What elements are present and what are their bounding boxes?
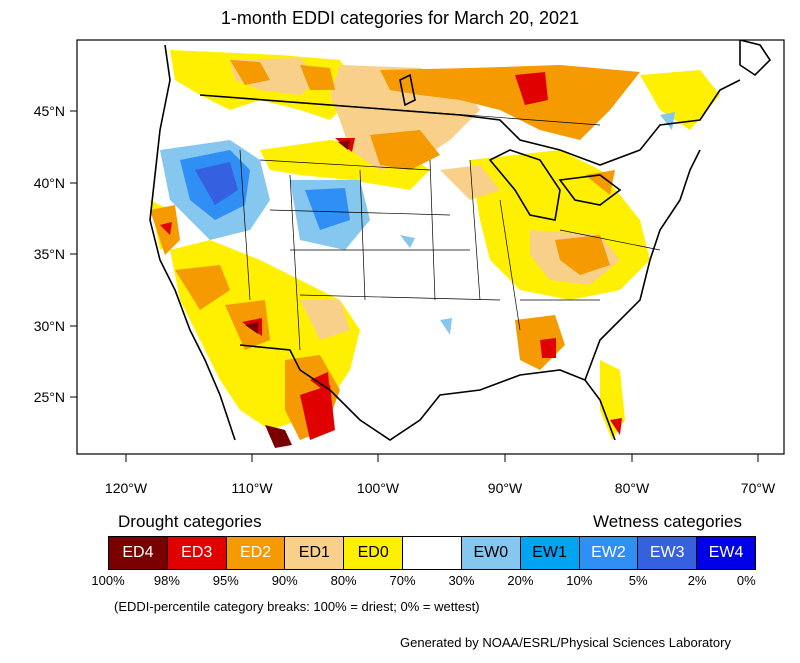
category-layer [150,45,784,448]
break-label: 80% [330,573,357,588]
lat-label-40: 40°N [34,175,65,191]
break-label: 10% [566,573,593,588]
lon-label-100: 100°W [357,480,400,496]
lon-label-70: 70°W [741,480,776,496]
wetness-heading: Wetness categories [593,512,742,531]
legend-cell-ed2: ED2 [226,537,286,569]
break-label: 20% [507,573,534,588]
legend-bar: ED4 ED3 ED2 ED1 ED0 EW0 EW1 EW2 EW3 EW4 [108,536,756,570]
break-label: 2% [687,573,707,588]
break-label: 0% [736,573,756,588]
legend-cell-ew0: EW0 [461,537,521,569]
break-label: 90% [271,573,298,588]
legend-label-ew4: EW4 [708,544,744,561]
legend-cell-ew2: EW2 [579,537,639,569]
legend-label-ed0: ED0 [357,544,389,561]
map-title: 1-month EDDI categories for March 20, 20… [220,8,580,28]
legend-label-ed3: ED3 [181,544,213,561]
break-label: 30% [448,573,475,588]
legend-label-ed1: ED1 [298,544,330,561]
lon-label-110: 110°W [231,480,273,496]
legend-cell-ed4: ED4 [109,537,168,569]
break-label: 70% [389,573,416,588]
lat-labels: 45°N 40°N 35°N 30°N 25°N [34,103,65,405]
break-label: 100% [91,573,125,588]
drought-heading: Drought categories [118,512,262,531]
lat-ticks [70,110,77,398]
legend-cell-ed3: ED3 [167,537,227,569]
break-label: 98% [153,573,180,588]
break-label: 95% [212,573,239,588]
lat-label-30: 30°N [34,318,65,334]
legend-label-ew2: EW2 [591,544,626,561]
ew3-regions [195,162,238,205]
lon-label-120: 120°W [105,480,148,496]
lon-label-90: 90°W [488,480,523,496]
legend-label-ew1: EW1 [532,544,567,561]
break-labels: 100% 98% 95% 90% 80% 70% 30% 20% 10% 5% … [91,573,756,589]
legend-cell-ew1: EW1 [520,537,580,569]
lat-label-25: 25°N [34,389,65,405]
coastline [149,40,772,441]
legend-cell-ew3: EW3 [638,537,698,569]
lat-label-35: 35°N [34,246,65,262]
lon-label-80: 80°W [615,480,650,496]
legend-cell-ew4: EW4 [697,537,755,569]
legend-cell-ed0: ED0 [344,537,404,569]
break-label: 5% [628,573,648,588]
lat-label-45: 45°N [34,103,65,119]
legend-cell-neutral [403,537,462,569]
credit-line: Generated by NOAA/ESRL/Physical Sciences… [400,635,731,650]
legend-label-ew0: EW0 [473,544,509,561]
legend-cell-ed1: ED1 [285,537,345,569]
legend-label-ed2: ED2 [239,544,272,561]
category-note: (EDDI-percentile category breaks: 100% =… [114,599,480,614]
legend-label-ew3: EW3 [649,544,685,561]
lon-labels: 120°W 110°W 100°W 90°W 80°W 70°W [105,480,776,496]
lon-ticks [125,454,759,462]
eddi-map: 45°N 40°N 35°N 30°N 25°N 120°W 110°W 100… [34,39,785,496]
legend-label-ed4: ED4 [122,544,154,561]
ed4-regions [245,140,350,448]
